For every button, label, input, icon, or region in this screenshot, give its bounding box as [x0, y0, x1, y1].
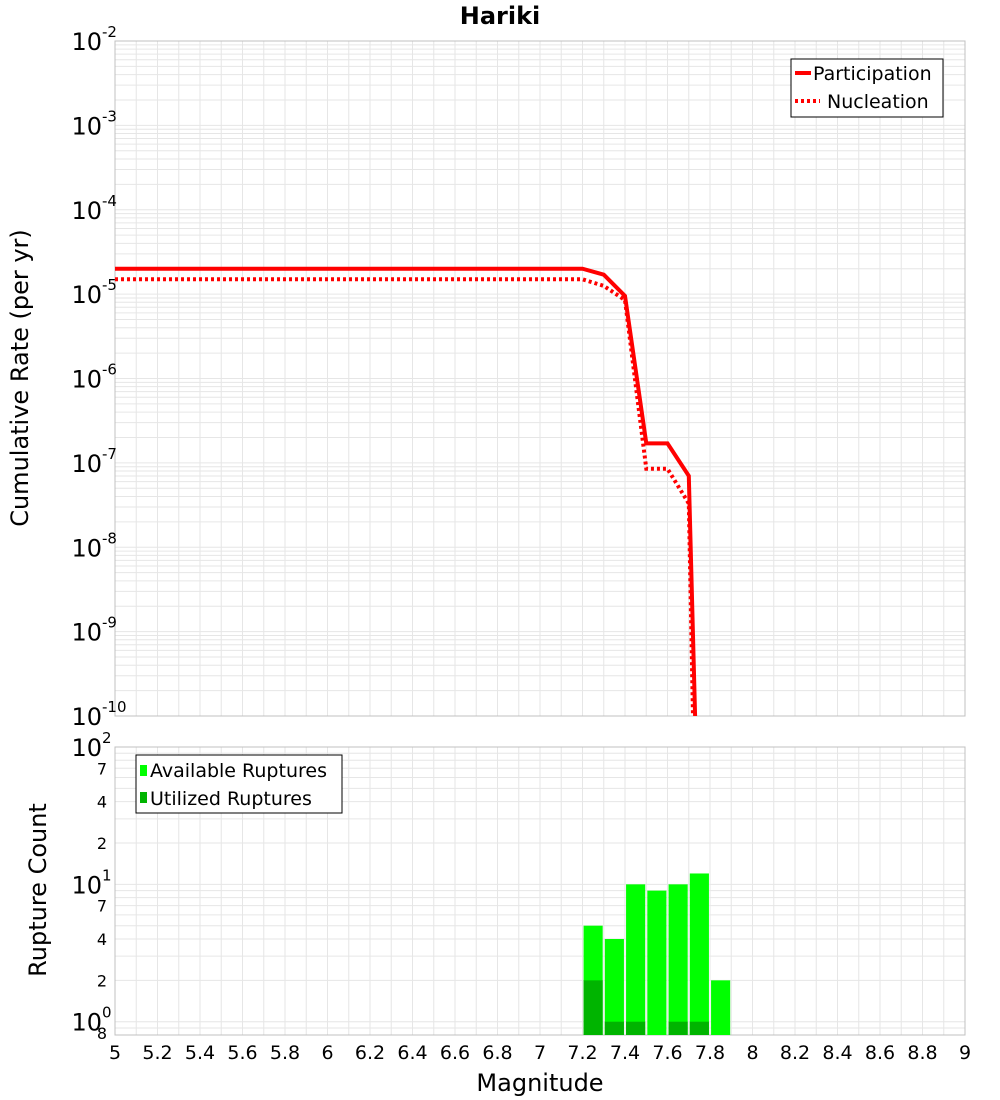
top-y-tick-label: 10 — [71, 366, 102, 394]
top-legend: Participation Nucleation — [790, 58, 944, 118]
bottom-bars — [583, 873, 731, 1035]
top-y-tick-exponent: -8 — [102, 529, 117, 547]
top-y-tick-label: 10 — [71, 112, 102, 140]
utilized-rupture-bar — [604, 1021, 624, 1035]
bottom-y-minor-tick-label: 4 — [97, 930, 107, 949]
top-plot-frame — [114, 40, 966, 717]
x-tick-label: 8.6 — [865, 1042, 895, 1064]
bottom-y-minor-tick-label: 4 — [97, 793, 107, 812]
available-rupture-bar — [647, 890, 667, 1035]
x-tick-label: 8.4 — [822, 1042, 852, 1064]
participation-line — [115, 266, 698, 717]
bottom-y-minor-tick-label: 7 — [97, 759, 107, 778]
available-rupture-bar — [668, 884, 688, 1035]
top-y-axis-label: Cumulative Rate (per yr) — [6, 229, 34, 527]
utilized-rupture-bar — [583, 980, 603, 1035]
x-tick-label: 7 — [534, 1042, 546, 1064]
top-y-tick-exponent: -6 — [102, 361, 117, 379]
utilized-rupture-bar — [668, 1021, 688, 1035]
available-rupture-bar — [689, 873, 709, 1035]
top-y-tick-exponent: -2 — [102, 23, 117, 41]
x-tick-label: 8.8 — [907, 1042, 937, 1064]
top-y-tick-exponent: -4 — [102, 192, 117, 210]
top-y-tick-exponent: -10 — [102, 698, 127, 716]
top-y-tick-label: 10 — [71, 450, 102, 478]
utilized-legend-label: Utilized Ruptures — [150, 788, 312, 810]
top-series — [115, 266, 698, 717]
top-plot: 10-210-310-410-510-610-710-810-910 -10Par… — [71, 23, 966, 731]
top-y-tick-exponent: -5 — [102, 276, 117, 294]
top-y-tick-label: 10 — [71, 281, 102, 309]
x-axis-label: Magnitude — [476, 1069, 603, 1097]
x-tick-label: 5.6 — [227, 1042, 257, 1064]
bottom-y-tick-label: 10 — [71, 1009, 102, 1037]
available-rupture-bar — [711, 980, 731, 1035]
bottom-y-tick-label: 10 — [71, 734, 102, 762]
bottom-y-tick-exponent: 2 — [102, 729, 112, 747]
top-y-ticks: 10-210-310-410-510-610-710-810-910-10 — [71, 23, 126, 731]
top-y-tick-exponent: -3 — [102, 107, 117, 125]
available-rupture-bar — [626, 884, 646, 1035]
x-tick-label: 7.2 — [567, 1042, 597, 1064]
x-tick-label: 7.4 — [610, 1042, 640, 1064]
top-y-tick-label: 10 — [71, 534, 102, 562]
bottom-y-minor-tick-label: 2 — [97, 971, 107, 990]
bottom-y-minor-tick-label: 8 — [97, 1024, 107, 1043]
x-tick-label: 8.2 — [780, 1042, 810, 1064]
top-legend-box — [790, 58, 944, 118]
bottom-legend: Available Ruptures Utilized Ruptures — [135, 754, 343, 814]
x-tick-label: 6.4 — [397, 1042, 427, 1064]
available-legend-swatch — [140, 765, 147, 776]
top-y-tick-exponent: -7 — [102, 445, 117, 463]
top-grid — [114, 41, 966, 717]
bottom-y-tick-exponent: 1 — [102, 866, 112, 884]
top-y-tick-label: 10 — [71, 197, 102, 225]
participation-legend-label: Participation — [813, 63, 932, 85]
x-tick-label: 5 — [109, 1042, 121, 1064]
bottom-plot-frame — [114, 746, 966, 1036]
x-tick-label: 6.2 — [355, 1042, 385, 1064]
bottom-y-tick-exponent: 0 — [102, 1004, 112, 1022]
bottom-y-axis-label: Rupture Count — [24, 803, 52, 977]
available-rupture-bar — [604, 939, 624, 1035]
utilized-rupture-bar — [626, 1021, 646, 1035]
x-tick-label: 5.4 — [185, 1042, 215, 1064]
x-tick-label: 7.8 — [695, 1042, 725, 1064]
bottom-y-minor-tick-label: 2 — [97, 834, 107, 853]
top-y-tick-label: 10 — [71, 28, 102, 56]
available-legend-label: Available Ruptures — [150, 760, 327, 782]
utilized-rupture-bar — [689, 1021, 709, 1035]
top-y-tick-label: 10 — [71, 703, 102, 731]
bottom-legend-box — [135, 754, 343, 814]
top-y-tick-exponent: -9 — [102, 614, 117, 632]
x-tick-label: 9 — [959, 1042, 971, 1064]
x-tick-label: 6 — [321, 1042, 333, 1064]
x-ticks: 5 5.2 5.4 5.6 5.8 6 6.2 6.4 6.6 6.8 7 7.2 7.4 7.6 7.8 8… — [109, 1042, 971, 1064]
nucleation-legend-label: Nucleation — [827, 91, 929, 113]
x-tick-label: 5.8 — [270, 1042, 300, 1064]
bottom-y-minor-tick-label: 7 — [97, 897, 107, 916]
x-tick-label: 6.6 — [440, 1042, 470, 1064]
x-tick-label: 7.6 — [652, 1042, 682, 1064]
nucleation-line — [115, 277, 695, 717]
x-tick-label: 6.8 — [482, 1042, 512, 1064]
chart-title: Hariki — [460, 2, 541, 30]
utilized-legend-swatch — [140, 792, 147, 803]
top-y-tick-label: 10 — [71, 619, 102, 647]
x-tick-label: 5.2 — [142, 1042, 172, 1064]
bottom-y-tick-label: 10 — [71, 871, 102, 899]
x-tick-label: 8 — [746, 1042, 758, 1064]
